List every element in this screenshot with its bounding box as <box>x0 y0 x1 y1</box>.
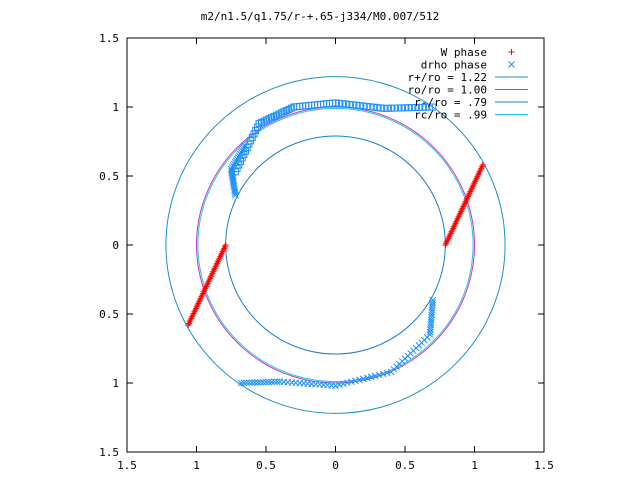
w-phase-point <box>185 322 192 329</box>
w-phase-point <box>479 161 486 168</box>
drho-phase-point <box>260 117 268 125</box>
drho-phase-point <box>257 378 264 386</box>
drho-phase-point <box>268 378 275 386</box>
drho-phase-point <box>352 377 359 385</box>
drho-phase-point <box>251 379 259 386</box>
drho-phase-point <box>265 378 273 386</box>
drho-phase-point <box>245 379 253 387</box>
drho-phase-point <box>262 116 270 124</box>
drho-phase-point <box>248 379 256 386</box>
drho-phase-point <box>287 104 295 112</box>
chart-title: m2/n1.5/q1.75/r-+.65-j334/M0.007/512 <box>201 10 439 23</box>
drho-phase-point <box>270 112 278 120</box>
legend-label: r-/ro = .79 <box>414 96 487 109</box>
drho-phase-point <box>355 376 363 384</box>
y-tick-label: 0.5 <box>99 170 119 183</box>
drho-phase-point <box>383 369 391 377</box>
y-tick-label: 0.5 <box>99 308 119 321</box>
drho-phase-point <box>276 378 284 385</box>
drho-phase-point <box>243 379 250 387</box>
circle-r-ro-1-22 <box>165 76 506 414</box>
drho-phase-point <box>237 379 245 387</box>
x-tick-label: 1.5 <box>117 459 137 472</box>
drho-phase-point <box>259 378 267 386</box>
drho-phase-point <box>270 378 278 386</box>
circle-ro-ro-1-00 <box>196 106 475 384</box>
drho-phase-point <box>280 108 288 116</box>
x-tick-label: 1 <box>193 459 200 472</box>
drho-phase-point <box>265 115 273 123</box>
drho-phase-point <box>359 375 367 383</box>
x-tick-label: 1 <box>471 459 478 472</box>
drho-phase-point <box>344 379 351 387</box>
drho-phase-point <box>277 109 285 117</box>
drho-phase-point <box>262 378 270 386</box>
drho-phase-point <box>282 107 290 115</box>
drho-phase-point <box>348 378 355 386</box>
legend-label: rc/ro = .99 <box>414 109 487 122</box>
drho-phase-point <box>267 114 275 122</box>
axes: 1.5 1 0.5 0 0.5 1 1.51.510.500.511.5 <box>99 32 554 472</box>
y-tick-label: 1 <box>112 101 119 114</box>
legend-label: drho phase <box>421 59 487 72</box>
y-tick-label: 1 <box>112 377 119 390</box>
reference-circles <box>165 76 506 414</box>
drho-phase-point <box>272 111 280 119</box>
drho-phase-point <box>258 118 266 126</box>
drho-phase-point <box>379 370 387 378</box>
y-tick-label: 1.5 <box>99 32 119 45</box>
drho-phase-point <box>273 378 281 386</box>
drho-phase-point <box>363 374 371 382</box>
drho-phase-point <box>241 142 249 149</box>
drho-phase-point <box>275 110 283 118</box>
legend-label: ro/ro = 1.00 <box>408 84 487 97</box>
drho-phase-point <box>255 120 263 128</box>
legend-label: W phase <box>441 46 487 59</box>
drho-phase-point <box>375 371 383 379</box>
drho-phase-point <box>426 328 434 336</box>
x-tick-label: 1.5 <box>534 459 554 472</box>
drho-phase-point <box>387 368 395 376</box>
y-tick-label: 0 <box>112 239 119 252</box>
legend-marker <box>508 61 515 68</box>
x-tick-label: 0 <box>332 459 339 472</box>
circle-rc-ro-99 <box>197 107 474 383</box>
drho-phase-point <box>336 381 343 389</box>
drho-phase-point <box>371 372 379 380</box>
drho-phase-point <box>254 379 262 386</box>
drho-phase-point <box>285 105 293 113</box>
w-phase-series <box>185 161 486 329</box>
legend-marker <box>508 49 515 55</box>
x-tick-label: 0.5 <box>395 459 415 472</box>
circle-r-ro-79 <box>225 135 446 355</box>
x-tick-label: 0.5 <box>256 459 276 472</box>
drho-phase-point <box>340 380 347 388</box>
drho-phase-point <box>429 103 437 111</box>
drho-phase-point <box>240 379 248 387</box>
legend-label: r+/ro = 1.22 <box>408 71 487 84</box>
drho-phase-point <box>367 373 375 381</box>
y-tick-label: 1.5 <box>99 446 119 459</box>
drho-phase-series <box>227 99 437 390</box>
